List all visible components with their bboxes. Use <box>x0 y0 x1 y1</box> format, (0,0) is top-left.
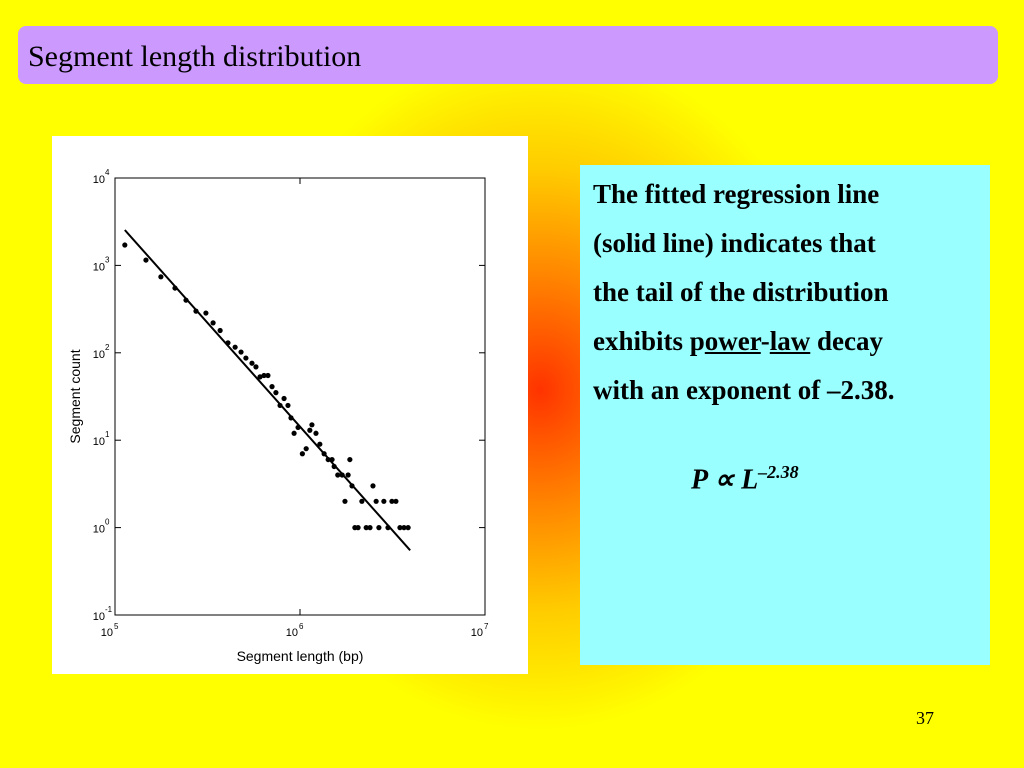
x-tick-sup: 7 <box>484 622 489 631</box>
data-point <box>397 525 403 531</box>
data-point <box>405 525 411 531</box>
data-point <box>342 498 348 504</box>
data-point <box>307 427 313 433</box>
data-point <box>243 355 249 361</box>
data-point <box>261 372 267 379</box>
text-segment: law <box>769 326 811 356</box>
data-point <box>265 372 271 379</box>
y-tick-label: 10 <box>93 436 105 448</box>
data-point <box>345 472 351 478</box>
data-point <box>335 472 341 478</box>
x-tick-label: 10 <box>286 627 298 639</box>
data-point <box>381 498 387 504</box>
y-tick-label: 10 <box>93 349 105 361</box>
regression-line <box>124 229 411 551</box>
slide-title: Segment length distribution <box>28 40 362 73</box>
data-point <box>158 274 164 280</box>
text-segment: - <box>760 326 770 356</box>
data-point <box>313 430 319 436</box>
y-axis-label: Segment count <box>67 349 83 443</box>
y-tick-sup: 4 <box>105 168 110 177</box>
data-point <box>257 374 263 380</box>
data-point <box>303 446 309 452</box>
data-point <box>401 525 407 531</box>
y-tick-sup: 2 <box>105 343 110 352</box>
y-tick-label: 10 <box>93 524 105 536</box>
formula-exponent: –2.38 <box>758 462 799 482</box>
page-number: 37 <box>916 708 934 728</box>
data-point <box>269 384 275 390</box>
data-point <box>370 483 376 489</box>
text-line: the tail of the distribution <box>593 277 889 307</box>
data-point <box>363 525 369 531</box>
x-tick-sup: 6 <box>299 622 304 631</box>
data-point <box>359 498 365 504</box>
y-tick-sup: -1 <box>105 605 113 614</box>
plot-frame <box>114 177 486 616</box>
data-point <box>285 402 291 409</box>
formula: P ∝ L–2.38 <box>691 462 799 496</box>
text-box: P ∝ L–2.38 The fitted regression line (so… <box>580 165 990 665</box>
y-tick-label: 10 <box>93 611 105 623</box>
data-point <box>273 390 279 396</box>
data-point <box>389 498 395 504</box>
y-tick-sup: 0 <box>105 518 110 527</box>
text-segment: exhibits p <box>593 326 705 356</box>
data-point <box>210 320 216 326</box>
data-point <box>217 327 223 334</box>
y-tick-label: 10 <box>93 261 105 273</box>
data-point <box>281 395 287 402</box>
data-point <box>238 349 244 355</box>
data-point <box>373 498 379 504</box>
data-point <box>376 525 382 531</box>
x-tick-label: 10 <box>101 627 113 639</box>
x-axis-label: Segment length (bp) <box>237 648 364 664</box>
y-tick-sup: 1 <box>105 430 110 439</box>
y-tick-label: 10 <box>93 174 105 186</box>
text-segment: decay <box>810 326 883 356</box>
data-point <box>317 441 323 447</box>
x-tick-label: 10 <box>471 627 483 639</box>
title-bar: Segment length distribution <box>18 26 998 84</box>
formula-base: P ∝ L <box>691 464 759 496</box>
data-point <box>299 451 305 457</box>
data-point <box>253 364 259 370</box>
chart-panel: 10 5 10 6 10 7 10 -1 10 0 10 1 10 2 10 3 10 4 Segment leng… <box>52 136 528 674</box>
text-line: exhibits power-law decay <box>593 326 883 357</box>
data-point <box>143 257 149 263</box>
data-point <box>393 498 399 504</box>
data-point <box>203 310 209 316</box>
y-tick-sup: 3 <box>105 255 110 264</box>
data-point <box>367 525 373 531</box>
data-point <box>355 525 361 531</box>
data-point <box>249 360 255 366</box>
text-line: The fitted regression line <box>593 179 880 209</box>
data-point <box>291 430 297 436</box>
text-line: (solid line) indicates that <box>593 228 876 258</box>
x-tick-sup: 5 <box>114 622 119 631</box>
data-point <box>122 242 128 248</box>
data-point <box>347 456 353 463</box>
text-line: with an exponent of –2.38. <box>593 375 895 405</box>
data-point <box>309 422 315 428</box>
data-point <box>232 344 238 350</box>
text-segment: ower <box>704 326 761 356</box>
